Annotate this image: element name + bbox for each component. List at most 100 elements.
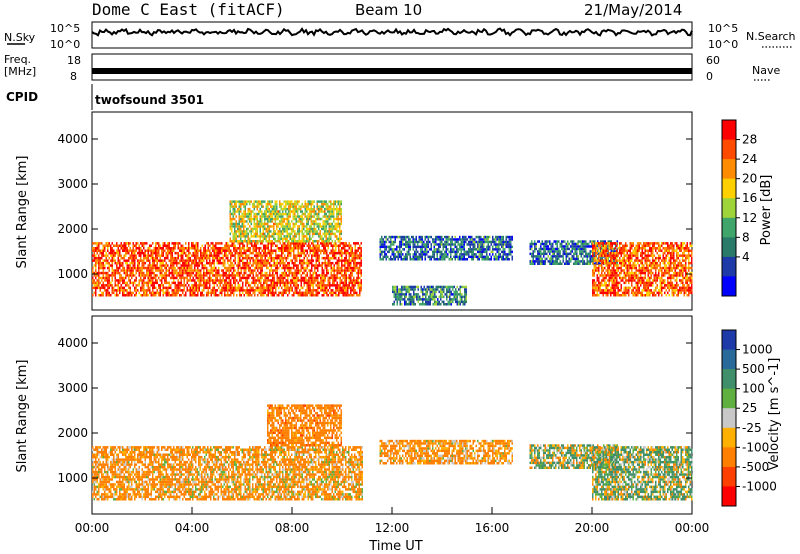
data-cell: [333, 249, 335, 252]
data-cell: [258, 220, 260, 223]
data-cell: [264, 259, 266, 262]
data-cell: [312, 279, 314, 282]
data-cell: [309, 227, 311, 231]
data-cell: [185, 247, 187, 250]
data-cell: [306, 210, 308, 213]
data-cell: [224, 249, 226, 252]
data-cell: [116, 251, 118, 255]
data-cell: [278, 286, 280, 290]
data-cell: [429, 290, 431, 294]
data-cell: [182, 271, 184, 275]
data-cell: [400, 235, 402, 239]
data-cell: [134, 281, 136, 285]
data-cell: [440, 303, 442, 306]
data-cell: [351, 286, 353, 290]
data-cell: [149, 276, 151, 280]
data-cell: [271, 205, 273, 208]
data-cell: [232, 235, 234, 238]
data-cell: [249, 207, 251, 211]
data-cell: [260, 261, 262, 265]
data-cell: [156, 291, 158, 295]
freq-bot-tick: 8: [70, 70, 77, 83]
data-cell: [159, 259, 161, 262]
data-cell: [291, 261, 293, 265]
data-cell: [268, 217, 270, 221]
data-cell: [101, 242, 103, 245]
data-cell: [549, 240, 551, 243]
data-cell: [221, 242, 223, 245]
data-cell: [321, 235, 323, 238]
data-cell: [113, 256, 115, 260]
data-cell: [206, 266, 208, 270]
data-cell: [463, 245, 465, 249]
data-cell: [156, 266, 158, 270]
data-cell: [323, 269, 325, 272]
data-cell: [399, 290, 401, 294]
data-cell: [224, 291, 226, 295]
data-cell: [445, 243, 447, 246]
data-cell: [250, 240, 252, 243]
data-cell: [198, 271, 200, 275]
data-cell: [360, 274, 362, 277]
data-cell: [227, 291, 229, 295]
data-cell: [409, 255, 411, 259]
data-cell: [215, 269, 217, 272]
data-cell: [471, 248, 473, 251]
data-cell: [149, 274, 151, 277]
data-cell: [390, 240, 392, 244]
data-cell: [423, 240, 425, 244]
data-cell: [399, 245, 401, 249]
data-cell: [179, 266, 181, 270]
data-cell: [307, 237, 309, 241]
data-cell: [268, 227, 270, 231]
data-cell: [98, 247, 100, 250]
data-cell: [108, 251, 110, 255]
data-cell: [312, 230, 314, 233]
data-cell: [117, 271, 119, 275]
data-cell: [412, 243, 414, 246]
data-cell: [234, 269, 236, 272]
data-cell: [230, 256, 232, 260]
data-cell: [430, 248, 432, 251]
data-cell: [354, 281, 356, 285]
data-cell: [432, 250, 434, 254]
data-cell: [351, 254, 353, 257]
data-cell: [306, 207, 308, 211]
data-cell: [543, 262, 545, 265]
data-cell: [460, 248, 462, 251]
data-cell: [229, 212, 231, 216]
data-cell: [359, 264, 361, 267]
data-cell: [235, 222, 237, 226]
data-cell: [359, 281, 361, 285]
data-cell: [324, 212, 326, 216]
data-cell: [340, 202, 342, 206]
data-cell: [200, 281, 202, 285]
data-cell: [462, 238, 464, 241]
data-cell: [164, 279, 166, 282]
data-cell: [478, 253, 480, 256]
data-cell: [249, 294, 251, 297]
data-cell: [357, 242, 359, 245]
data-cell: [194, 264, 196, 267]
data-cell: [294, 276, 296, 280]
data-cell: [322, 220, 324, 223]
data-cell: [277, 232, 279, 236]
data-cell: [264, 256, 266, 260]
data-cell: [436, 255, 438, 259]
data-cell: [334, 235, 336, 238]
data-cell: [350, 276, 352, 280]
data-cell: [215, 281, 217, 285]
data-cell: [342, 259, 344, 262]
data-cell: [288, 274, 290, 277]
data-cell: [303, 212, 305, 216]
data-cell: [276, 222, 278, 226]
data-cell: [110, 274, 112, 277]
data-cell: [468, 250, 470, 254]
data-cell: [264, 291, 266, 295]
data-cell: [232, 222, 234, 226]
data-cell: [291, 281, 293, 285]
data-cell: [426, 300, 428, 304]
data-cell: [495, 235, 497, 239]
data-cell: [297, 279, 299, 282]
data-cell: [239, 276, 241, 280]
